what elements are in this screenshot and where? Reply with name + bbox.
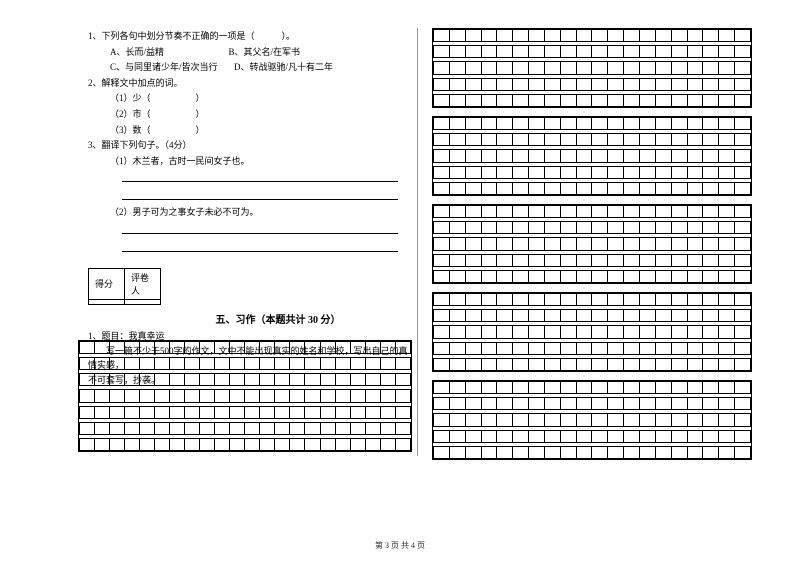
q1-optB: B、其父名/在军书 <box>229 47 301 57</box>
score-box: 得分 评卷人 <box>88 268 161 305</box>
q1-optD: D、转战驱驰/凡十有二年 <box>234 62 333 72</box>
q3-1-line1[interactable] <box>122 170 398 182</box>
writing-grid-right-4[interactable] <box>432 292 752 372</box>
column-divider <box>417 28 418 456</box>
q3-2-line1[interactable] <box>122 222 398 234</box>
q2-stem: 2、解释文中加点的词。 <box>88 77 408 90</box>
score-cell-2[interactable] <box>125 299 161 304</box>
q3-1: （1）木兰者，古时一民间女子也。 <box>88 155 408 168</box>
q2-2[interactable]: （2）市（ ） <box>88 108 408 121</box>
section5-title: 五、习作（本题共计 30 分） <box>148 311 408 326</box>
page-footer: 第 3 页 共 4 页 <box>0 540 800 551</box>
writing-grid-right-3[interactable] <box>432 204 752 284</box>
q3-1-line2[interactable] <box>122 188 398 200</box>
q3-2-line2[interactable] <box>122 240 398 252</box>
score-label-2: 评卷人 <box>125 268 161 299</box>
writing-grid-right-5[interactable] <box>432 380 752 460</box>
q1-optC: C、与同里诸少年/皆次当行 <box>110 62 218 72</box>
score-cell-1[interactable] <box>89 299 125 304</box>
score-label-1: 得分 <box>89 268 125 299</box>
writing-grid-right-2[interactable] <box>432 116 752 196</box>
q3-2: （2）男子可为之事女子未必不可为。 <box>88 206 408 219</box>
q1-stem: 1、下列各句中划分节奏不正确的一项是（ ）。 <box>88 30 408 43</box>
q2-3[interactable]: （3）数（ ） <box>88 124 408 137</box>
q1-optA: A、长而/益精 <box>110 47 164 57</box>
writing-grid-left-1[interactable] <box>78 340 412 452</box>
q3-stem: 3、翻译下列句子。（4分） <box>88 139 408 152</box>
writing-grid-right-1[interactable] <box>432 28 752 108</box>
q2-1[interactable]: （1）少（ ） <box>88 92 408 105</box>
